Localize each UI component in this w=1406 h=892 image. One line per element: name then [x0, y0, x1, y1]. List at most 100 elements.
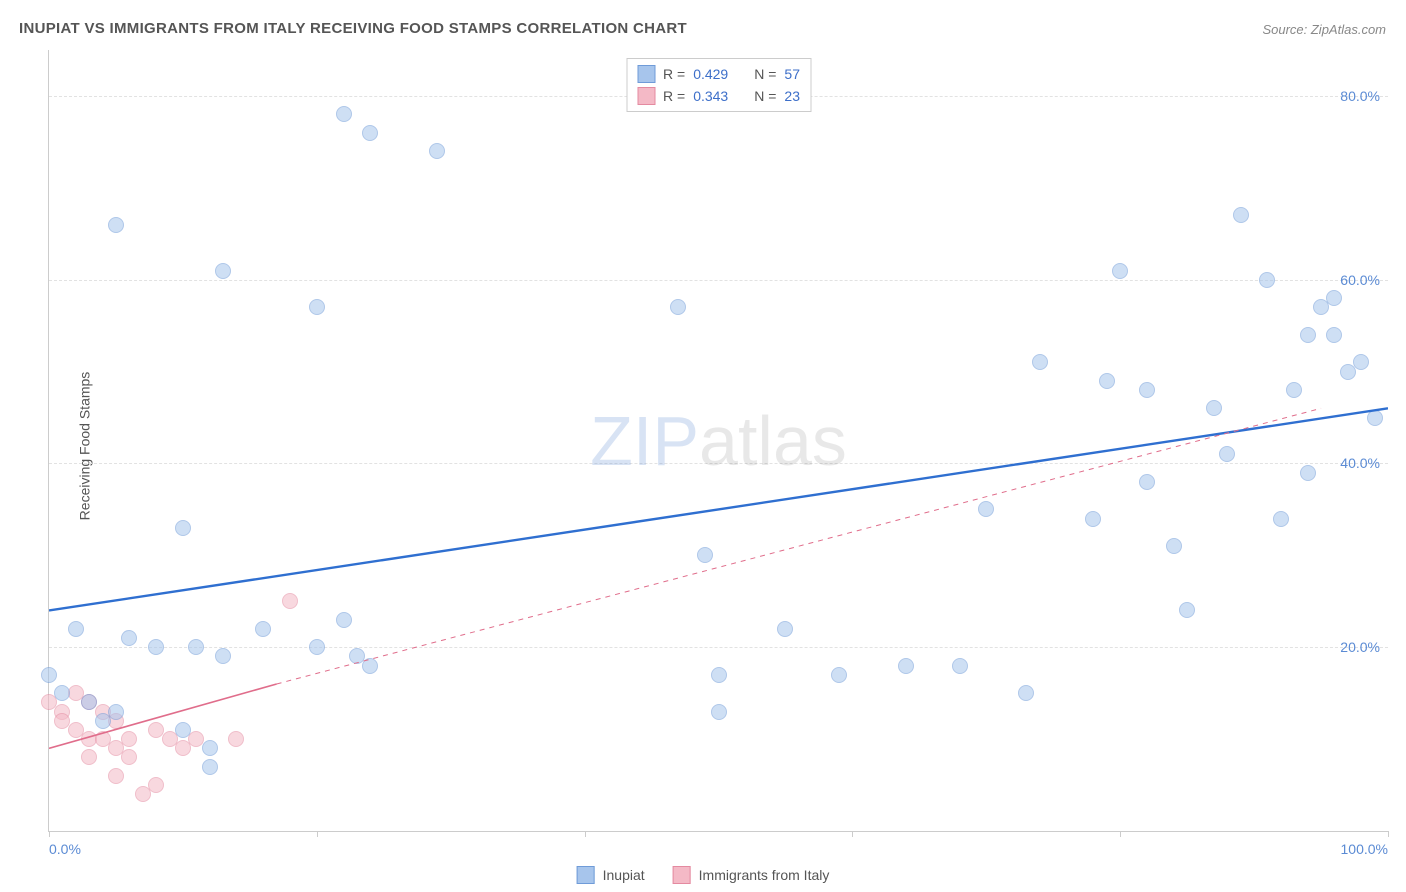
n-value: 23: [784, 85, 800, 107]
gridline: [49, 280, 1388, 281]
data-point: [1286, 382, 1302, 398]
data-point: [1032, 354, 1048, 370]
data-point: [777, 621, 793, 637]
data-point: [175, 520, 191, 536]
data-point: [54, 685, 70, 701]
data-point: [1300, 465, 1316, 481]
data-point: [309, 639, 325, 655]
data-point: [1367, 410, 1383, 426]
n-label: N =: [754, 63, 776, 85]
data-point: [831, 667, 847, 683]
legend-swatch: [673, 866, 691, 884]
data-point: [1139, 474, 1155, 490]
data-point: [362, 658, 378, 674]
legend-label: Immigrants from Italy: [699, 867, 830, 883]
data-point: [1326, 327, 1342, 343]
data-point: [336, 106, 352, 122]
data-point: [1085, 511, 1101, 527]
r-value: 0.429: [693, 63, 728, 85]
data-point: [108, 704, 124, 720]
data-point: [670, 299, 686, 315]
data-point: [121, 731, 137, 747]
n-value: 57: [784, 63, 800, 85]
legend-swatch: [637, 65, 655, 83]
data-point: [362, 125, 378, 141]
x-tick: [585, 831, 586, 837]
data-point: [148, 639, 164, 655]
stats-legend: R = 0.429 N = 57 R = 0.343 N = 23: [626, 58, 811, 112]
data-point: [282, 593, 298, 609]
chart-title: INUPIAT VS IMMIGRANTS FROM ITALY RECEIVI…: [19, 20, 687, 37]
data-point: [228, 731, 244, 747]
data-point: [148, 777, 164, 793]
y-tick-label: 80.0%: [1340, 88, 1380, 104]
data-point: [1219, 446, 1235, 462]
data-point: [202, 759, 218, 775]
data-point: [1112, 263, 1128, 279]
data-point: [1273, 511, 1289, 527]
r-value: 0.343: [693, 85, 728, 107]
gridline: [49, 647, 1388, 648]
data-point: [429, 143, 445, 159]
y-tick-label: 60.0%: [1340, 272, 1380, 288]
data-point: [1259, 272, 1275, 288]
gridline: [49, 463, 1388, 464]
data-point: [1099, 373, 1115, 389]
x-tick: [1388, 831, 1389, 837]
r-label: R =: [663, 63, 685, 85]
data-point: [1233, 207, 1249, 223]
data-point: [121, 749, 137, 765]
stats-row: R = 0.429 N = 57: [637, 63, 800, 85]
data-point: [41, 667, 57, 683]
data-point: [81, 694, 97, 710]
data-point: [1326, 290, 1342, 306]
legend-label: Inupiat: [603, 867, 645, 883]
data-point: [1206, 400, 1222, 416]
data-point: [898, 658, 914, 674]
data-point: [215, 263, 231, 279]
plot-area: 20.0%40.0%60.0%80.0%0.0%100.0% ZIPatlas …: [48, 50, 1388, 832]
x-tick: [317, 831, 318, 837]
stats-row: R = 0.343 N = 23: [637, 85, 800, 107]
legend-item: Inupiat: [577, 866, 645, 884]
y-tick-label: 40.0%: [1340, 455, 1380, 471]
data-point: [108, 768, 124, 784]
legend-swatch: [577, 866, 595, 884]
r-label: R =: [663, 85, 685, 107]
data-point: [1300, 327, 1316, 343]
data-point: [215, 648, 231, 664]
data-point: [255, 621, 271, 637]
x-tick: [1120, 831, 1121, 837]
data-point: [1166, 538, 1182, 554]
data-point: [1353, 354, 1369, 370]
data-point: [108, 217, 124, 233]
data-point: [188, 639, 204, 655]
legend-item: Immigrants from Italy: [673, 866, 830, 884]
data-point: [952, 658, 968, 674]
data-point: [1139, 382, 1155, 398]
data-point: [978, 501, 994, 517]
data-point: [95, 713, 111, 729]
data-point: [68, 621, 84, 637]
y-tick-label: 20.0%: [1340, 639, 1380, 655]
legend-swatch: [637, 87, 655, 105]
data-point: [711, 667, 727, 683]
data-point: [1179, 602, 1195, 618]
n-label: N =: [754, 85, 776, 107]
series-legend: Inupiat Immigrants from Italy: [577, 866, 830, 884]
source-label: Source: ZipAtlas.com: [1262, 22, 1386, 37]
data-point: [202, 740, 218, 756]
data-point: [336, 612, 352, 628]
x-tick-label: 100.0%: [1341, 841, 1388, 857]
data-point: [711, 704, 727, 720]
data-point: [121, 630, 137, 646]
data-point: [309, 299, 325, 315]
data-point: [1018, 685, 1034, 701]
data-point: [81, 749, 97, 765]
x-tick-label: 0.0%: [49, 841, 81, 857]
data-point: [697, 547, 713, 563]
x-tick: [852, 831, 853, 837]
data-point: [175, 722, 191, 738]
x-tick: [49, 831, 50, 837]
chart-container: INUPIAT VS IMMIGRANTS FROM ITALY RECEIVI…: [0, 0, 1406, 892]
